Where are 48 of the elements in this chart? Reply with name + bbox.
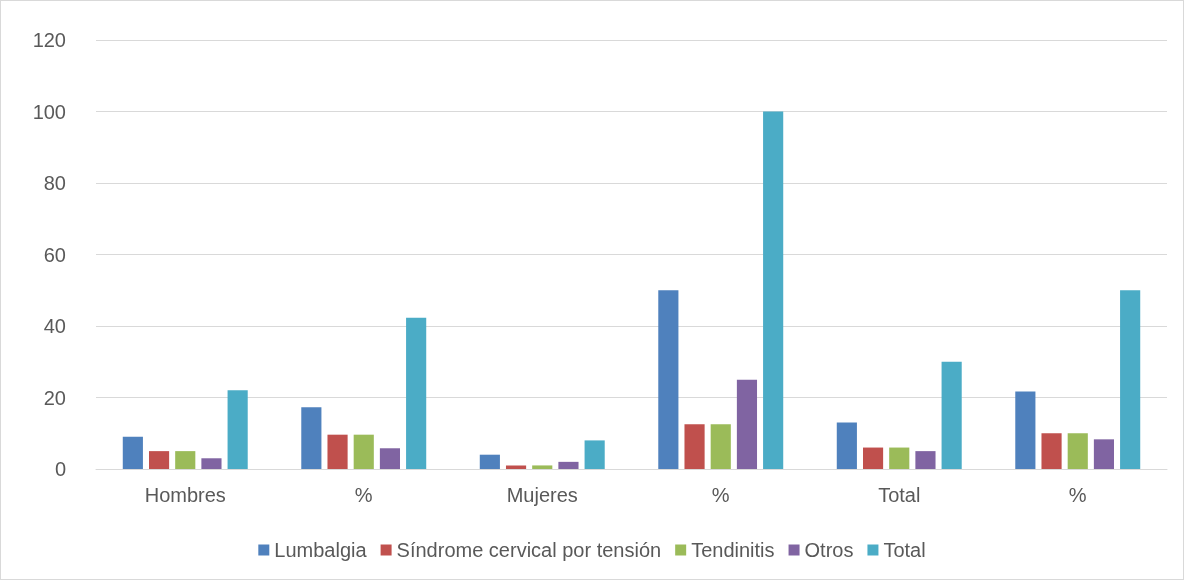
- bar: [1015, 391, 1036, 469]
- bar: [915, 451, 936, 469]
- bar: [227, 390, 248, 469]
- x-tick-label: Total: [878, 484, 921, 506]
- bar: [148, 451, 170, 469]
- bar: [710, 424, 731, 469]
- bar: [558, 461, 579, 469]
- bar: [479, 454, 500, 469]
- bar: [658, 290, 679, 469]
- bar: [1120, 290, 1141, 469]
- y-tick-label: 80: [43, 172, 66, 194]
- bar: [406, 317, 427, 469]
- x-tick-label: %: [711, 484, 730, 506]
- bar: [175, 451, 196, 469]
- legend-label: Lumbalgia: [274, 539, 368, 561]
- y-tick-label: 120: [32, 29, 66, 51]
- bar: [1041, 433, 1062, 469]
- bar: [584, 440, 605, 469]
- bar: [889, 447, 910, 469]
- bar: [1067, 433, 1088, 469]
- bar: [327, 434, 348, 469]
- bar: [505, 465, 527, 469]
- y-tick-label: 100: [32, 100, 66, 123]
- legend-label: Otros: [804, 539, 854, 561]
- bar: [684, 424, 705, 469]
- y-tick-label: 0: [54, 458, 66, 480]
- legend-label: Total: [883, 539, 926, 561]
- bar: [836, 422, 857, 469]
- bar: [1093, 439, 1115, 469]
- bar: [941, 361, 962, 469]
- bar: [862, 447, 884, 469]
- bar: [353, 434, 374, 469]
- x-tick-label: Hombres: [144, 484, 226, 506]
- bar: [122, 436, 143, 469]
- legend-label: Tendinitis: [691, 539, 775, 561]
- bar: [736, 379, 758, 469]
- bar: [379, 448, 401, 469]
- y-tick-label: 20: [43, 386, 66, 409]
- y-tick-label: 40: [43, 315, 66, 337]
- x-tick-label: %: [1068, 484, 1087, 506]
- bar: [763, 111, 784, 469]
- y-tick-label: 60: [43, 243, 66, 266]
- legend-label: Síndrome cervical por tensión: [396, 539, 662, 561]
- x-tick-label: Mujeres: [506, 484, 578, 506]
- bar: [201, 458, 222, 469]
- x-tick-label: %: [354, 484, 373, 506]
- bar: [532, 465, 553, 469]
- bar: [301, 407, 322, 469]
